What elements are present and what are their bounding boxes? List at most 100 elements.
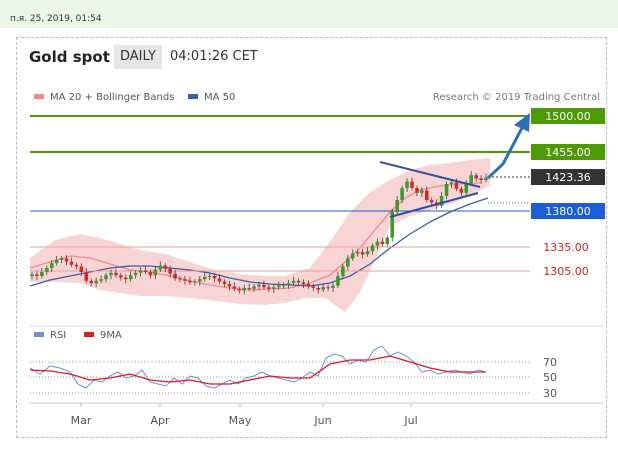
candle-body [79, 266, 84, 272]
ma20-line [29, 182, 481, 291]
chart-time: 04:01:26 CET [170, 49, 258, 64]
candle-body [40, 272, 44, 276]
candle-body [84, 272, 89, 281]
candle-body [474, 175, 478, 179]
candle-body [291, 280, 296, 284]
candle-body [296, 280, 301, 283]
candle-body [336, 276, 340, 286]
candle-body [281, 284, 286, 286]
candle-body [395, 200, 399, 212]
candle-body [35, 274, 39, 276]
top-bar: п.я. 25, 2019, 01:54 [0, 0, 618, 28]
candle-body [405, 181, 409, 188]
candle-body [262, 284, 266, 288]
candle-body [64, 258, 69, 262]
candle-body [30, 274, 34, 276]
candle-body [424, 190, 429, 200]
candle-body [232, 286, 237, 289]
ma20-legend-swatch [34, 94, 44, 99]
chart-panel: Gold spot DAILY 04:01:26 CET [16, 37, 607, 438]
candle-body [168, 268, 172, 274]
forecast-arrow [486, 113, 530, 180]
candle-body [54, 260, 59, 264]
candle-body [207, 276, 212, 277]
candle-body [94, 280, 98, 284]
candle-body [247, 288, 251, 289]
candle-body [385, 237, 390, 244]
candle-body [365, 251, 370, 255]
candle-body [89, 280, 94, 284]
candle-body [449, 182, 454, 184]
candle-body [390, 212, 395, 238]
label-1305: 1305.00 [543, 265, 589, 278]
candle-body [410, 181, 414, 188]
candle-body [114, 272, 118, 276]
label-1380-box [531, 203, 605, 219]
x-tick-label: Apr [150, 414, 170, 427]
candle-body [74, 264, 79, 267]
chart-legend: MA 20 + Bollinger Bands MA 50 Research ©… [34, 92, 600, 103]
label-1380: 1380.00 [545, 205, 591, 218]
candle-body [439, 196, 444, 206]
candle-body [380, 241, 385, 244]
triangle-upper-line [379, 161, 481, 188]
candle-body [257, 284, 261, 287]
credit-text: Research © 2019 Trading Central [433, 92, 600, 103]
ma50-legend-swatch [188, 94, 198, 99]
candle-body [360, 252, 365, 255]
candle-body [301, 282, 306, 284]
candle-body [109, 272, 113, 276]
candle-body [444, 184, 449, 196]
x-tick-label: Mar [71, 414, 92, 427]
label-1455-box [531, 144, 605, 160]
candle-body [188, 280, 192, 283]
label-1500-box [531, 108, 605, 124]
forecast-arrow-head [514, 113, 530, 132]
candle-body [153, 269, 158, 276]
label-1423-box [531, 169, 605, 185]
candle-body [197, 279, 202, 282]
candle-body [237, 288, 242, 291]
candle-body [459, 188, 464, 193]
candle-body [227, 284, 232, 287]
rsi-30-label: 30 [543, 387, 557, 400]
candle-body [163, 265, 168, 269]
candle-body [420, 190, 424, 193]
candle-body [464, 183, 469, 193]
candle-body [326, 287, 330, 289]
candle-body [104, 275, 108, 280]
candle-body [119, 275, 123, 278]
candle-body [469, 175, 473, 184]
label-1423: 1423.36 [545, 171, 591, 184]
candle-body [484, 177, 488, 180]
candle-body [173, 273, 177, 279]
candle-body [350, 253, 355, 259]
ma9-legend-label: 9MA [100, 330, 122, 341]
candle-body [429, 200, 434, 203]
candle-body [321, 287, 325, 290]
candle-body [375, 241, 380, 246]
candle-body [183, 279, 187, 281]
price-level-labels: 1500.00 1455.00 1423.36 1380.00 1335.00 … [531, 108, 605, 278]
candle-body [193, 281, 197, 283]
ma50-legend-label: MA 50 [204, 92, 235, 103]
ma20-legend-label: MA 20 + Bollinger Bands [50, 92, 174, 103]
rsi-50-label: 50 [543, 371, 557, 384]
candle-body [158, 265, 163, 270]
x-tick-label: Jul [403, 414, 417, 427]
candle-body [123, 277, 128, 280]
timeframe-badge[interactable]: DAILY [114, 45, 162, 69]
candle-body [252, 286, 256, 289]
timestamp: п.я. 25, 2019, 01:54 [10, 14, 102, 24]
rsi-70-label: 70 [543, 356, 557, 369]
price-levels [30, 115, 530, 272]
candle-body [272, 287, 276, 289]
bollinger-band [30, 158, 490, 312]
candle-body [212, 276, 217, 279]
candle-body [341, 266, 345, 276]
label-1335: 1335.00 [543, 241, 589, 254]
candle-body [99, 279, 103, 281]
chart-title: Gold spot [29, 48, 110, 66]
rsi-legend-label: RSI [50, 330, 66, 341]
